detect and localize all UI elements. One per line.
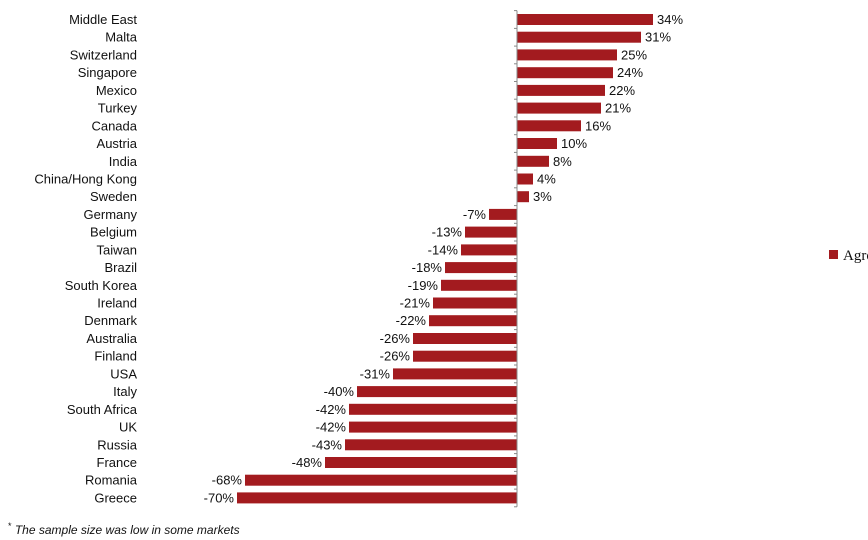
bar-malta [517,31,641,43]
value-label-greece: -70% [204,490,235,505]
category-label-italy: Italy [113,384,137,399]
category-label-malta: Malta [105,30,138,45]
value-label-switzerland: 25% [621,47,647,62]
value-label-uk: -42% [316,420,347,435]
value-label-germany: -7% [463,207,487,222]
value-label-malta: 31% [645,30,671,45]
value-label-brazil: -18% [412,260,443,275]
legend: Agree [829,248,868,264]
bar-romania [245,474,517,486]
category-label-singapore: Singapore [78,65,137,80]
value-label-romania: -68% [212,473,243,488]
bar-south-africa [349,403,517,415]
bar-india [517,155,549,167]
bar-denmark [429,315,517,327]
bar-australia [413,333,517,344]
category-label-austria: Austria [97,136,138,151]
bar-south-korea [441,279,517,291]
category-label-south-korea: South Korea [65,278,138,293]
category-label-france: France [97,455,137,470]
bars-group [237,14,653,504]
bar-italy [357,386,517,398]
category-label-russia: Russia [97,437,138,452]
bar-ireland [433,297,517,309]
value-label-south-korea: -19% [408,278,439,293]
bar-china-hong-kong [517,173,533,185]
value-label-ireland: -21% [400,296,431,311]
category-label-south-africa: South Africa [67,402,138,417]
category-label-sweden: Sweden [90,189,137,204]
category-label-finland: Finland [94,349,137,364]
bar-belgium [465,226,517,238]
bar-uk [349,421,517,433]
bar-brazil [445,262,517,274]
category-label-middle-east: Middle East [69,12,137,27]
value-label-china-hong-kong: 4% [537,172,556,187]
category-labels: Middle East Malta Switzerland Singapore Mexi… [34,12,137,505]
category-label-usa: USA [110,366,137,381]
value-label-singapore: 24% [617,65,643,80]
bar-usa [393,368,517,380]
category-label-brazil: Brazil [104,260,137,275]
footnote-marker: * [8,521,12,531]
value-label-austria: 10% [561,136,587,151]
value-label-usa: -31% [360,366,391,381]
value-label-south-africa: -42% [316,402,347,417]
bar-austria [517,138,557,149]
bar-middle-east [517,14,653,25]
value-label-australia: -26% [380,331,411,346]
value-label-mexico: 22% [609,83,635,98]
legend-label-agree: Agree [843,248,868,264]
zero-axis [514,10,518,508]
bar-france [325,457,517,468]
category-label-taiwan: Taiwan [97,242,137,257]
category-label-denmark: Denmark [84,313,137,328]
bar-canada [517,120,581,132]
value-label-russia: -43% [312,437,343,452]
value-label-middle-east: 34% [657,12,683,27]
value-label-taiwan: -14% [428,242,459,257]
bar-singapore [517,67,613,79]
category-label-australia: Australia [86,331,137,346]
category-label-germany: Germany [84,207,138,222]
category-label-canada: Canada [91,118,137,133]
category-label-greece: Greece [94,490,137,505]
bar-sweden [517,191,529,203]
footnote-text: The sample size was low in some markets [11,523,240,537]
bar-switzerland [517,49,617,61]
bar-russia [345,439,517,451]
legend-swatch-agree [829,250,838,259]
bar-turkey [517,102,601,114]
category-label-ireland: Ireland [97,296,137,311]
category-label-turkey: Turkey [98,101,138,116]
footnote: * The sample size was low in some market… [8,521,240,537]
bar-germany [489,208,517,220]
value-label-france: -48% [292,455,323,470]
value-label-sweden: 3% [533,189,552,204]
value-labels: 34% 31% 25% 24% 22% 21% 16% 10% 8% 4% 3% -7%-13% -14… [204,12,684,505]
bar-mexico [517,84,605,96]
value-label-turkey: 21% [605,101,631,116]
category-label-china-hong-kong: China/Hong Kong [34,172,137,187]
value-label-denmark: -22% [396,313,427,328]
value-label-finland: -26% [380,349,411,364]
value-label-canada: 16% [585,118,611,133]
category-label-mexico: Mexico [96,83,137,98]
category-label-switzerland: Switzerland [70,47,137,62]
category-label-india: India [109,154,138,169]
value-label-italy: -40% [324,384,355,399]
category-label-belgium: Belgium [90,225,137,240]
bar-greece [237,492,517,504]
category-label-uk: UK [119,420,137,435]
value-label-india: 8% [553,154,572,169]
bar-taiwan [461,244,517,256]
bar-finland [413,350,517,362]
value-label-belgium: -13% [432,225,463,240]
category-label-romania: Romania [85,473,138,488]
